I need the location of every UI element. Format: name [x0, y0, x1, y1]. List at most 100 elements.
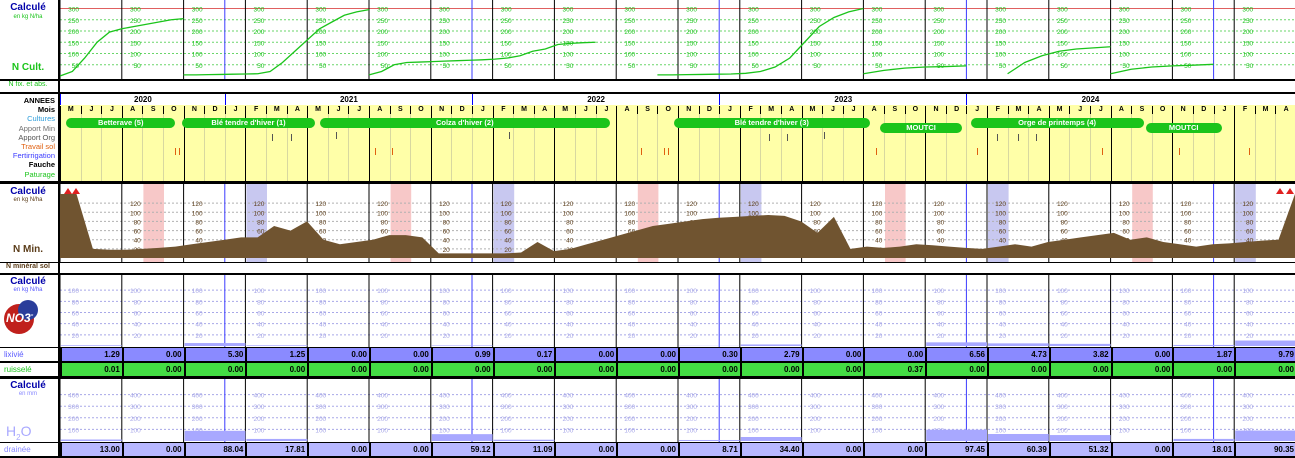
ncult-tick-label: 100: [1242, 52, 1253, 59]
nmin-tick-label: 100: [377, 210, 388, 217]
itk-month: O: [410, 106, 431, 114]
lixivie-value: 9.79: [1234, 348, 1295, 361]
ncult-tick-label: 100: [810, 52, 821, 59]
no3-tick-label: 100: [686, 288, 697, 295]
h2o-tick-label: 200: [254, 416, 265, 423]
itk-month: A: [616, 106, 637, 114]
ncult-tick-label: 100: [995, 52, 1006, 59]
ncult-tick-label: 300: [748, 7, 759, 14]
itk-month: M: [1007, 106, 1029, 114]
no3-tick-label: 80: [690, 299, 698, 306]
nmin-tick-label: 20: [443, 247, 451, 254]
no3-tick-label: 100: [1242, 288, 1253, 295]
h2o-o: O: [20, 423, 32, 439]
nmin-tick-label: 100: [1057, 210, 1068, 217]
nmin-tick-label: 120: [995, 201, 1006, 208]
lixivie-value: 1.87: [1172, 348, 1236, 361]
ncult-series-line: [1110, 63, 1214, 75]
itk-gridline: [1213, 114, 1215, 181]
no3-tick-label: 80: [443, 299, 451, 306]
ncult-tick-label: 200: [933, 29, 944, 36]
drainee-row: 13.00 0.00 88.04 17.81 0.00 0.00 59.12 11.09 0.0…: [60, 443, 1295, 456]
ncult-tick-label: 150: [686, 40, 697, 47]
no3-bar: [1049, 343, 1111, 346]
ruissele-value: 0.00: [1110, 363, 1174, 376]
no3-tick-label: 20: [566, 333, 574, 340]
nmin-tick-label: 80: [999, 219, 1007, 226]
h2o-tick-label: 300: [254, 404, 265, 411]
no3-tick-label: 40: [999, 322, 1007, 329]
nmin-tick-label: 60: [875, 229, 883, 236]
h2o-tick-label: 300: [624, 404, 635, 411]
h2o-tick-label: 200: [1242, 416, 1253, 423]
itk-gridline: [842, 114, 844, 181]
h2o-bar: [926, 429, 987, 441]
h2o-bar: [61, 439, 122, 441]
h2o-tick-label: 100: [686, 427, 697, 434]
h2o-bar: [493, 439, 555, 441]
ncult-tick-label: 200: [686, 29, 697, 36]
itk-gridline: [513, 114, 515, 181]
no3-tick-label: 100: [748, 288, 759, 295]
ncult-tick-label: 50: [566, 63, 574, 70]
itk-month: A: [1110, 106, 1132, 114]
no3-tick-label: 60: [319, 311, 327, 318]
nmin-tick-label: 60: [134, 229, 142, 236]
itk-month: A: [286, 106, 308, 114]
no3-tick-label: 20: [628, 333, 636, 340]
no3-tick-label: 20: [319, 333, 327, 340]
itk-month: F: [1234, 106, 1255, 114]
itk-month: F: [739, 106, 761, 114]
ruissele-value: 0.00: [183, 363, 247, 376]
ncult-tick-label: 150: [439, 40, 450, 47]
itk-gridline: [1275, 114, 1277, 181]
nmin-tick-label: 60: [999, 229, 1007, 236]
ncult-tick-label: 200: [1119, 29, 1130, 36]
itk-month: S: [389, 106, 411, 114]
ncult-tick-label: 150: [1181, 40, 1192, 47]
no3-tick-label: 20: [999, 333, 1007, 340]
itk-year: 2020: [60, 94, 225, 105]
itk-gridline: [636, 114, 638, 181]
ncult-tick-label: 300: [254, 7, 265, 14]
ncult-series-line: [863, 65, 967, 75]
itk-month: F: [245, 106, 266, 114]
ruissele-value: 0.00: [245, 363, 309, 376]
itk-gridline: [451, 114, 453, 181]
no3-tick-label: 60: [443, 311, 451, 318]
nmin-tick-label: 120: [624, 201, 635, 208]
no3-bar: [988, 343, 1049, 346]
itk-month: D: [698, 106, 720, 114]
itk-month: A: [1028, 106, 1049, 114]
itk-month: J: [822, 106, 843, 114]
itk-month: J: [1090, 106, 1111, 114]
itk-gridline: [60, 114, 61, 181]
h2o-tick-label: 100: [1181, 427, 1192, 434]
itk-travail-sol-marker: [667, 148, 669, 155]
ncult-footer: [60, 81, 1295, 92]
no3-tick-label: 40: [72, 322, 80, 329]
h2o-tick-label: 100: [872, 427, 883, 434]
itk-month: N: [1172, 106, 1193, 114]
nmin-tick-label: 120: [439, 201, 450, 208]
h2o-tick-label: 100: [254, 427, 265, 434]
h2o-tick-label: 400: [872, 393, 883, 400]
no3-tick-label: 40: [1061, 322, 1069, 329]
nmin-tick-label: 120: [810, 201, 821, 208]
no3-tick-label: 20: [72, 333, 80, 340]
ncult-tick-label: 300: [624, 7, 635, 14]
no3-tick-label: 40: [381, 322, 389, 329]
ncult-tick-label: 150: [192, 40, 203, 47]
no3-tick-label: 100: [995, 288, 1006, 295]
ncult-tick-label: 200: [130, 29, 141, 36]
itk-gridline: [1151, 114, 1153, 181]
nmin-unit: en kg N/ha: [13, 197, 43, 203]
ncult-tick-label: 250: [563, 18, 574, 25]
itk-travail-sol-marker: [1102, 148, 1104, 155]
ncult-tick-label: 250: [995, 18, 1006, 25]
ncult-tick-label: 250: [1119, 18, 1130, 25]
itk-apport-marker: [336, 132, 338, 139]
itk-travail-sol-marker: [1248, 148, 1250, 155]
drainee-label: drainée: [0, 443, 58, 456]
itk-gridline: [1110, 114, 1112, 181]
